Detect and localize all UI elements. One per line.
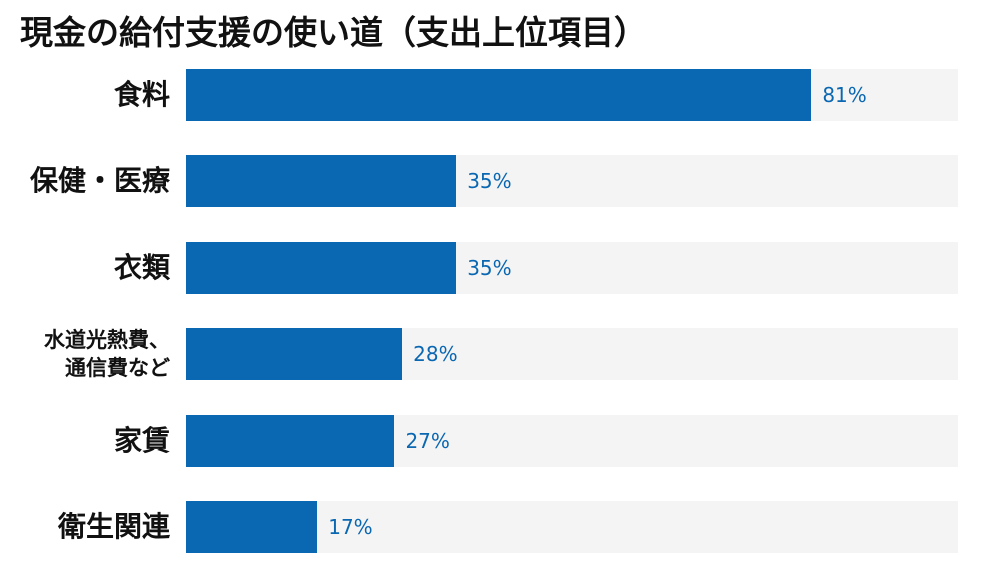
- category-label: 食料: [113, 78, 170, 111]
- chart-title: 現金の給付支援の使い道（支出上位項目）: [20, 13, 647, 52]
- category-label: 水道光熱費、 通信費など: [44, 328, 170, 381]
- bar: [186, 414, 395, 467]
- bar: [186, 241, 457, 294]
- value-label: 27%: [405, 428, 450, 453]
- bar: [186, 69, 812, 121]
- value-label: 81%: [822, 83, 867, 107]
- value-label: 28%: [413, 342, 458, 367]
- category-label: 衛生関連: [57, 510, 170, 543]
- category-label: 家賃: [113, 423, 170, 457]
- bar: [186, 155, 457, 208]
- value-label: 35%: [467, 169, 512, 194]
- bar: [186, 328, 403, 381]
- value-label: 17%: [328, 515, 373, 539]
- category-label: 保健・医療: [29, 164, 170, 198]
- category-label: 衣類: [113, 250, 170, 284]
- value-label: 35%: [467, 255, 512, 280]
- bar: [186, 501, 318, 553]
